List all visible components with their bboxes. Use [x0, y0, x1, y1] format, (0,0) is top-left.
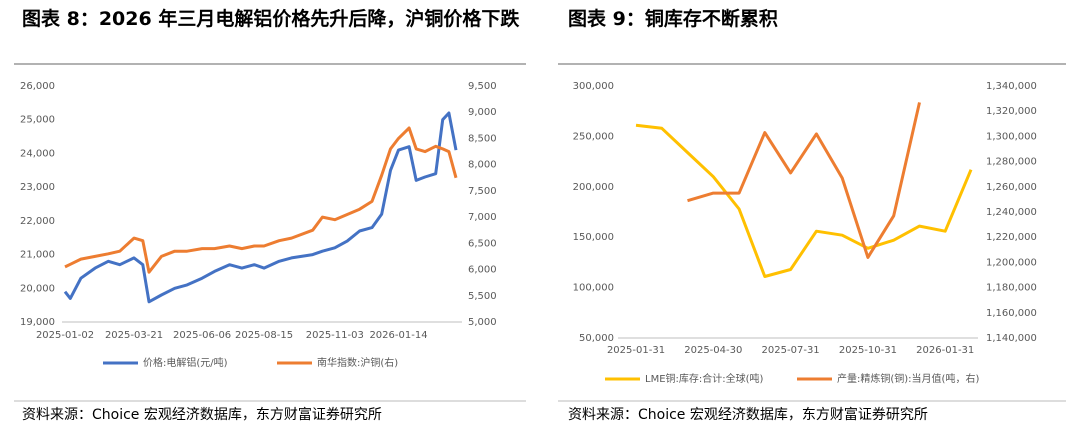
y2-tick-label: 1,200,000 — [986, 257, 1037, 268]
y-tick-label: 22,000 — [20, 216, 55, 227]
x-tick-label: 2025-11-03 — [306, 330, 364, 341]
x-tick-label: 2025-03-21 — [105, 330, 163, 341]
y2-tick-label: 1,280,000 — [986, 157, 1037, 168]
series-line — [64, 126, 458, 274]
y2-tick-label: 1,340,000 — [986, 81, 1037, 92]
source: 资料来源：Choice 宏观经济数据库，东方财富证券研究所 — [22, 407, 382, 423]
y2-tick-label: 1,260,000 — [986, 182, 1037, 193]
y2-tick-label: 9,000 — [468, 107, 497, 118]
y2-tick-label: 5,000 — [468, 317, 497, 328]
y2-tick-label: 1,240,000 — [986, 207, 1037, 218]
source: 资料来源：Choice 宏观经济数据库，东方财富证券研究所 — [568, 407, 928, 423]
y2-tick-label: 8,500 — [468, 133, 497, 144]
x-tick-label: 2025-10-31 — [839, 345, 897, 356]
y2-tick-label: 6,500 — [468, 238, 497, 249]
y-tick-label: 300,000 — [573, 81, 614, 92]
legend-label: LME铜:库存:合计:全球(吨) — [645, 372, 764, 385]
y2-tick-label: 7,500 — [468, 186, 497, 197]
y-tick-label: 150,000 — [573, 232, 614, 243]
x-tick-label: 2025-06-06 — [173, 330, 231, 341]
y-tick-label: 23,000 — [20, 182, 55, 193]
y-tick-label: 19,000 — [20, 317, 55, 328]
y2-tick-label: 8,000 — [468, 160, 497, 171]
legend-label: 价格:电解铝(元/吨) — [143, 356, 228, 369]
y2-tick-label: 9,500 — [468, 81, 497, 92]
y2-tick-label: 1,300,000 — [986, 131, 1037, 142]
x-tick-label: 2025-01-02 — [36, 330, 94, 341]
y2-tick-label: 5,500 — [468, 291, 497, 302]
x-tick-label: 2025-01-31 — [607, 345, 665, 356]
chart-title: 图表 8：2026 年三月电解铝价格先升后降，沪铜价格下跌 — [22, 8, 520, 30]
x-tick-label: 2025-08-15 — [235, 330, 293, 341]
legend-label: 南华指数:沪铜(右) — [317, 356, 398, 369]
y2-tick-label: 1,140,000 — [986, 333, 1037, 344]
x-tick-label: 2025-04-30 — [684, 345, 742, 356]
y-tick-label: 250,000 — [573, 131, 614, 142]
x-tick-label: 2026-01-14 — [369, 330, 427, 341]
y2-tick-label: 1,160,000 — [986, 308, 1037, 319]
series-line — [63, 111, 458, 304]
chart-title: 图表 9：铜库存不断累积 — [568, 8, 778, 30]
y2-tick-label: 7,000 — [468, 212, 497, 223]
y-tick-label: 21,000 — [20, 250, 55, 261]
y-tick-label: 100,000 — [573, 283, 614, 294]
y-tick-label: 20,000 — [20, 283, 55, 294]
series-line — [687, 102, 921, 259]
y-tick-label: 200,000 — [573, 182, 614, 193]
y-tick-label: 24,000 — [20, 148, 55, 159]
y2-tick-label: 1,320,000 — [986, 106, 1037, 117]
y2-tick-label: 1,180,000 — [986, 283, 1037, 294]
series-line — [635, 123, 973, 278]
y-tick-label: 25,000 — [20, 115, 55, 126]
legend-label: 产量:精炼铜(铜):当月值(吨，右) — [837, 372, 979, 385]
y-tick-label: 26,000 — [20, 81, 55, 92]
y2-tick-label: 1,220,000 — [986, 232, 1037, 243]
y2-tick-label: 6,000 — [468, 265, 497, 276]
x-tick-label: 2025-07-31 — [762, 345, 820, 356]
y-tick-label: 50,000 — [579, 333, 614, 344]
x-tick-label: 2026-01-31 — [916, 345, 974, 356]
